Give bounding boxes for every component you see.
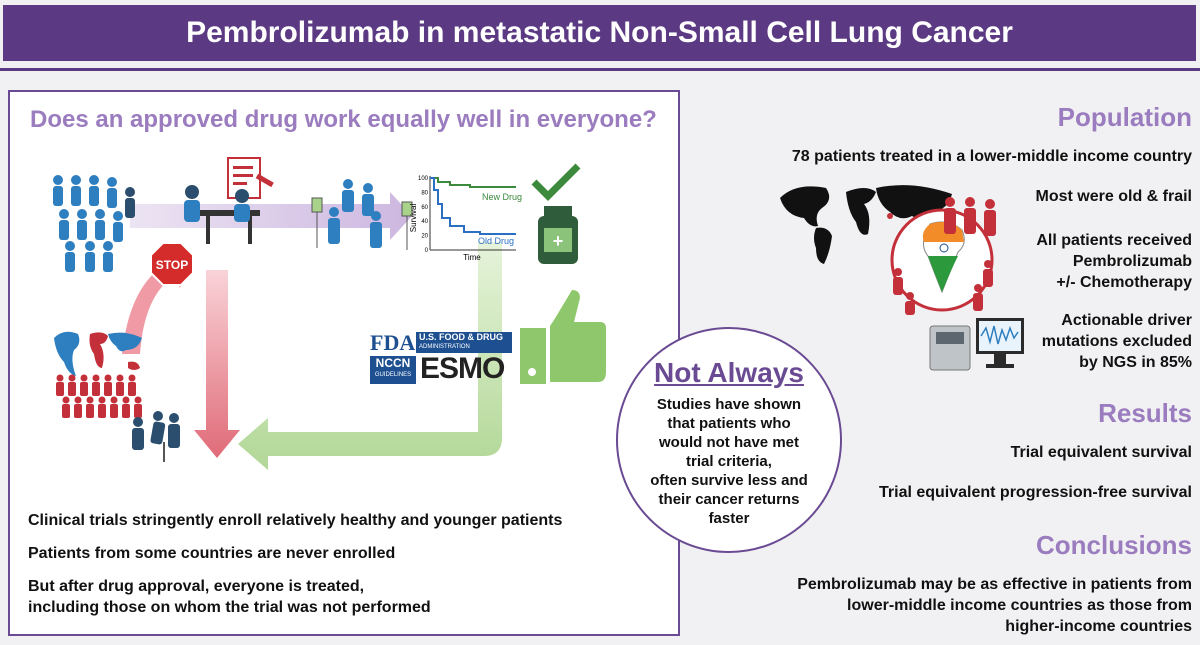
page-title: Pembrolizumab in metastatic Non-Small Ce… — [186, 16, 1013, 49]
population-item-3: All patients received Pembrolizumab +/- … — [1036, 230, 1192, 293]
arrow-purple — [130, 192, 412, 240]
population-line: +/- Chemotherapy — [1056, 274, 1192, 291]
y-tick-label: 0 — [425, 248, 429, 254]
na-line: that patients who — [667, 415, 791, 432]
not-always-circle: Not Always Studies have shown that patie… — [616, 327, 842, 553]
na-line: often survive less and — [650, 472, 808, 489]
results-item-1: Trial equivalent survival — [1010, 444, 1192, 461]
population-line: Pembrolizumab — [1072, 253, 1192, 270]
frail-patients-red-icon — [944, 197, 996, 236]
title-banner: Pembrolizumab in metastatic Non-Small Ce… — [0, 0, 1200, 71]
conclusions-heading: Conclusions — [1035, 530, 1192, 560]
old-drug-curve — [430, 177, 516, 235]
population-item-4: Actionable driver mutations excluded by … — [1042, 310, 1192, 373]
y-tick-label: 60 — [421, 205, 428, 211]
consultation-icon — [184, 157, 274, 244]
results-item-2: Trial equivalent progression-free surviv… — [879, 484, 1192, 501]
approved-drug-icon: + — [531, 163, 581, 264]
india-map-icon — [890, 208, 994, 315]
na-line: Studies have shown — [656, 396, 802, 413]
y-tick-label: 100 — [418, 176, 429, 182]
bullet-3a: But after drug approval, everyone is tre… — [28, 578, 365, 595]
population-line: All patients received — [1036, 232, 1192, 249]
population-item-2: Most were old & frail — [1035, 188, 1192, 205]
thumbs-up-icon — [520, 290, 606, 384]
arrow-green — [238, 242, 502, 470]
arrow-red-down — [194, 270, 240, 458]
nccn-sub: GUIDELINES — [374, 372, 412, 378]
conclusions-text: Pembrolizumab may be as effective in pat… — [797, 574, 1192, 637]
stop-sign-label: STOP — [156, 258, 188, 272]
nccn-logo: NCCN — [375, 356, 411, 370]
na-line: would not have met — [658, 434, 799, 451]
conclusion-line: lower-middle income countries as those f… — [847, 597, 1192, 614]
y-tick-label: 80 — [421, 190, 428, 196]
esmo-logo: ESMO — [420, 352, 505, 385]
regulator-logos: FDA U.S. FOOD & DRUG ADMINISTRATION NCCN… — [370, 330, 512, 386]
panel-bullets: Clinical trials stringently enroll relat… — [28, 510, 562, 630]
na-line: their cancer returns — [658, 491, 800, 508]
fda-line1: U.S. FOOD & DRUG — [419, 332, 504, 342]
conclusion-line: Pembrolizumab may be as effective in pat… — [797, 576, 1192, 593]
bullet-1: Clinical trials stringently enroll relat… — [28, 512, 563, 529]
fda-logo: FDA — [370, 330, 416, 355]
frail-patients-icon — [132, 411, 180, 462]
left-panel: Does an approved drug work equally well … — [8, 90, 680, 636]
legend-old-drug: Old Drug — [478, 236, 514, 246]
panel-question: Does an approved drug work equally well … — [30, 106, 657, 133]
not-always-title: Not Always — [654, 357, 804, 388]
chart-ylabel: Survival — [409, 204, 418, 233]
na-line: faster — [708, 510, 750, 527]
new-drug-curve — [430, 177, 516, 188]
population-line: by NGS in 85% — [1079, 354, 1192, 371]
legend-new-drug: New Drug — [482, 192, 522, 202]
population-heading: Population — [1057, 102, 1192, 132]
population-line: mutations excluded — [1041, 333, 1192, 350]
chart-xlabel: Time — [463, 253, 481, 262]
ngs-sequencer-icon — [929, 318, 1024, 371]
not-always-text: Studies have shown that patients who wou… — [636, 395, 822, 528]
svg-text:+: + — [553, 231, 564, 251]
patient-crowd-icon — [53, 175, 135, 272]
flow-arrows — [122, 192, 502, 470]
fda-line2: ADMINISTRATION — [419, 344, 470, 350]
conclusion-line: higher-income countries — [1005, 618, 1192, 635]
world-map-icon — [54, 331, 142, 376]
y-tick-label: 20 — [421, 234, 428, 240]
population-line: Actionable driver — [1061, 312, 1192, 329]
y-tick-label: 40 — [421, 219, 428, 225]
stop-sign-icon: STOP — [150, 242, 194, 286]
bullet-2: Patients from some countries are never e… — [28, 545, 396, 562]
bullet-3b: including those on whom the trial was no… — [28, 599, 431, 616]
results-heading: Results — [1098, 398, 1192, 428]
na-line: trial criteria, — [686, 453, 772, 470]
excluded-patients-icon — [56, 374, 142, 418]
title-bar: Pembrolizumab in metastatic Non-Small Ce… — [0, 5, 1200, 71]
population-item-1: 78 patients treated in a lower-middle in… — [791, 148, 1192, 165]
treatment-icon — [311, 179, 413, 250]
